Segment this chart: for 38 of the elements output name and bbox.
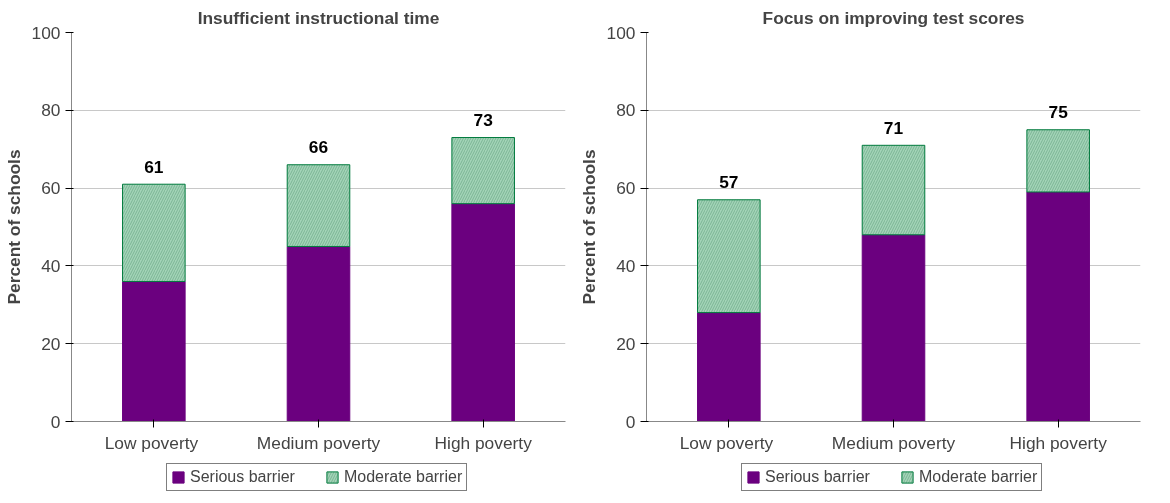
x-tick-label: High poverty (1009, 432, 1108, 453)
bar (122, 280, 186, 422)
legend-label: Moderate barrier (343, 468, 463, 486)
chart-title: Insufficient instructional time (197, 7, 440, 28)
y-tick-label: 40 (41, 255, 61, 276)
x-tick-label: Medium poverty (831, 432, 956, 453)
y-tick-label: 80 (616, 100, 636, 121)
y-tick-label: 100 (31, 22, 61, 43)
legend-label: Serious barrier (765, 468, 870, 486)
x-tick-label: High poverty (434, 432, 533, 453)
legend-label: Serious barrier (190, 468, 295, 486)
y-axis-title: Percent of schools (578, 149, 599, 305)
bar (286, 245, 351, 422)
total-label: 61 (144, 156, 164, 177)
x-tick-label: Medium poverty (256, 432, 381, 453)
total-label: 75 (1048, 102, 1069, 123)
total-label: 66 (308, 137, 329, 158)
chart-title: Focus on improving test scores (762, 7, 1025, 28)
total-label: 71 (883, 117, 904, 138)
bar (861, 234, 926, 422)
y-tick-label: 80 (41, 100, 61, 121)
bar (697, 312, 761, 422)
bar (451, 203, 515, 422)
y-tick-label: 0 (625, 411, 636, 432)
y-tick-label: 20 (41, 333, 61, 354)
total-label: 57 (719, 172, 739, 193)
y-tick-label: 40 (616, 255, 636, 276)
y-tick-label: 100 (606, 22, 636, 43)
x-tick-label: Low poverty (679, 432, 774, 453)
y-tick-label: 60 (41, 178, 61, 199)
total-label: 73 (473, 109, 494, 130)
y-tick-label: 20 (616, 333, 636, 354)
y-tick-label: 60 (616, 178, 636, 199)
legend-label: Moderate barrier (918, 468, 1038, 486)
y-tick-label: 0 (50, 411, 61, 432)
bar (1026, 191, 1090, 422)
x-tick-label: Low poverty (104, 432, 199, 453)
y-axis-title: Percent of schools (3, 149, 24, 305)
